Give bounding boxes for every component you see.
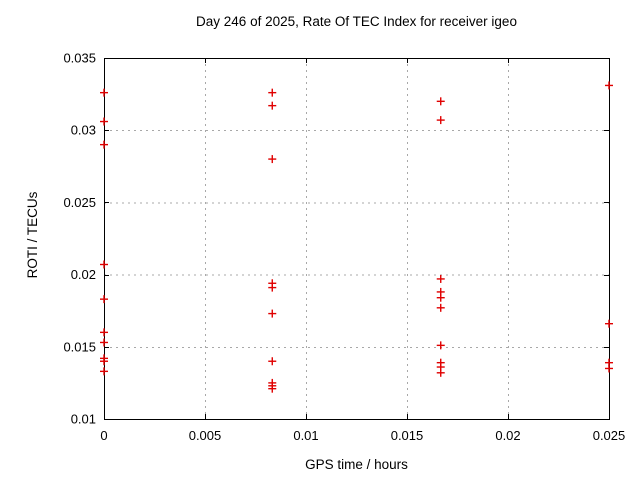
- x-tick-label: 0.025: [593, 428, 626, 443]
- y-tick-label: 0.01: [71, 412, 96, 427]
- y-tick-label: 0.035: [63, 51, 96, 66]
- x-axis-label: GPS time / hours: [305, 457, 408, 472]
- y-tick-label: 0.02: [71, 267, 96, 282]
- y-tick-label: 0.015: [63, 339, 96, 354]
- x-tick-label: 0.005: [189, 428, 222, 443]
- x-tick-label: 0: [100, 428, 107, 443]
- x-tick-label: 0.015: [391, 428, 424, 443]
- y-tick-label: 0.025: [63, 195, 96, 210]
- x-tick-label: 0.02: [495, 428, 520, 443]
- y-tick-label: 0.03: [71, 123, 96, 138]
- x-tick-label: 0.01: [293, 428, 318, 443]
- y-axis-label: ROTI / TECUs: [25, 191, 40, 279]
- plot-border: [104, 58, 610, 420]
- chart-title: Day 246 of 2025, Rate Of TEC Index for r…: [196, 14, 517, 29]
